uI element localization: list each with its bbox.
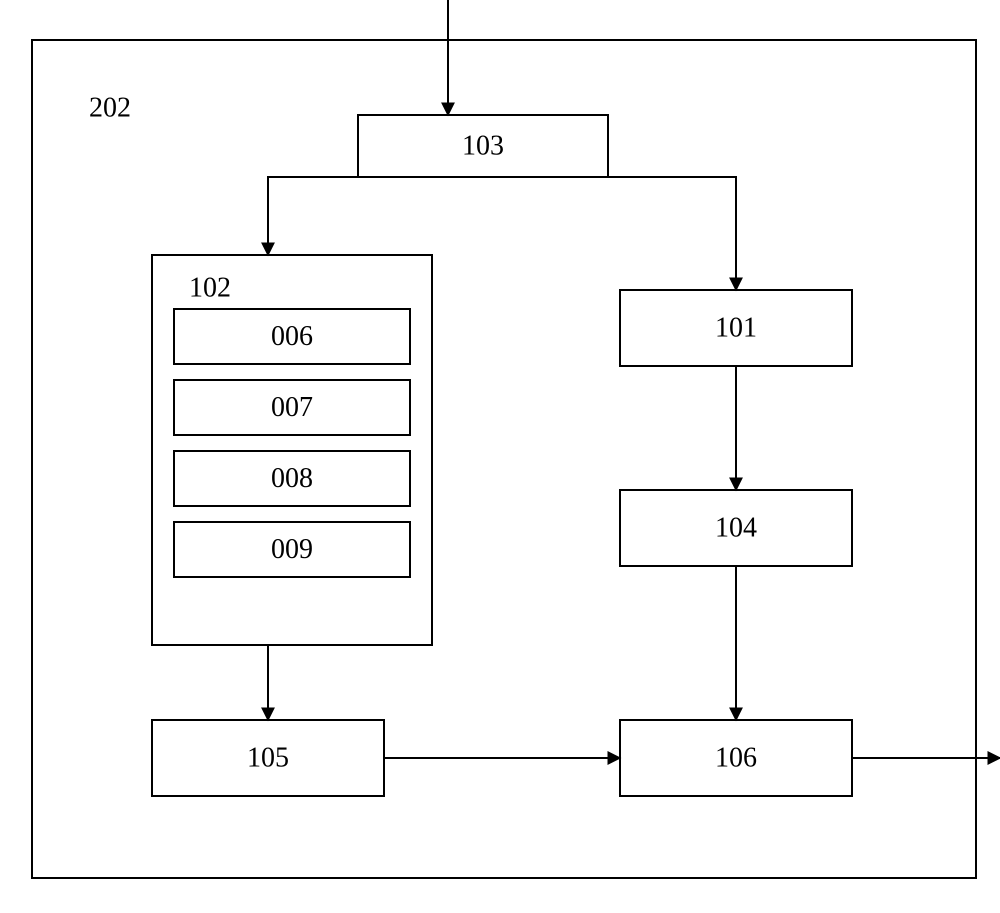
node-101-label: 101 [715, 312, 757, 343]
node-103-label: 103 [462, 130, 504, 161]
group-label: 102 [189, 272, 231, 303]
group-item-label: 007 [271, 392, 313, 423]
group-item-label: 009 [271, 534, 313, 565]
container-label: 202 [89, 92, 131, 123]
group-item-label: 008 [271, 463, 313, 494]
node-104-label: 104 [715, 512, 757, 543]
group-item-label: 006 [271, 321, 313, 352]
node-105-label: 105 [247, 742, 289, 773]
node-106-label: 106 [715, 742, 757, 773]
